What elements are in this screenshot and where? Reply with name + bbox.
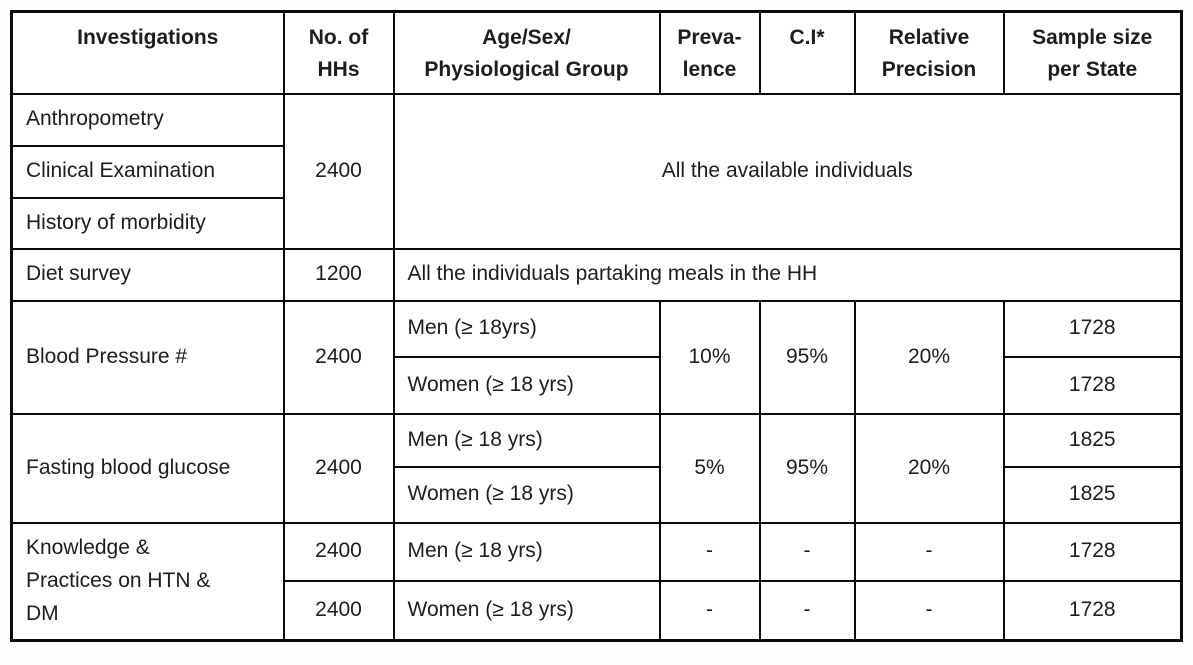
cell-hhs-fbg: 2400 — [282, 412, 395, 524]
cell-hhs-diet-survey: 1200 — [282, 247, 395, 302]
header-prevalence: Preva- lence — [658, 10, 761, 95]
table-row: Anthropometry 2400 All the available ind… — [10, 92, 1183, 250]
cell-ci-kp-women: - — [758, 579, 856, 642]
header-age-sex-group: Age/Sex/ Physiological Group — [392, 10, 661, 95]
cell-ci-kp-men: - — [758, 521, 856, 582]
table-row: Blood Pressure # 2400 Men (≥ 18yrs) 10% … — [10, 299, 1183, 415]
cell-prevalence-kp-women: - — [658, 579, 761, 642]
table-row: Women (≥ 18 yrs) 1825 — [12, 465, 1183, 524]
cell-relative-precision-kp-men: - — [853, 521, 1005, 582]
header-no-of-hhs: No. of HHs — [282, 10, 395, 95]
cell-sample-bp-men: 1728 — [1002, 299, 1183, 358]
header-relative-precision: Relative Precision — [853, 10, 1005, 95]
cell-group-bp-women: Women (≥ 18 yrs) — [392, 355, 661, 415]
cell-group-fbg-women: Women (≥ 18 yrs) — [392, 465, 661, 524]
survey-sampling-table: Investigations No. of HHs Age/Sex/ Physi… — [10, 10, 1183, 642]
cell-investigation-history-of-morbidity: History of morbidity — [10, 196, 285, 250]
cell-prevalence-kp-men: - — [658, 521, 761, 582]
cell-relative-precision-fbg: 20% — [853, 412, 1005, 524]
cell-hhs-blood-pressure: 2400 — [282, 299, 395, 415]
cell-group-bp-men: Men (≥ 18yrs) — [392, 299, 661, 358]
cell-sample-fbg-men: 1825 — [1002, 412, 1183, 468]
header-investigations: Investigations — [10, 10, 285, 95]
cell-group-kp-women: Women (≥ 18 yrs) — [392, 579, 661, 642]
table-row: Clinical Examination — [10, 144, 1182, 199]
table-row: Fasting blood glucose 2400 Men (≥ 18 yrs… — [10, 412, 1183, 524]
table-row: 2400 Women (≥ 18 yrs) - - - 1728 — [12, 579, 1183, 642]
cell-ci-fbg: 95% — [758, 412, 856, 524]
table-row: Women (≥ 18 yrs) 1728 — [12, 355, 1183, 415]
cell-sample-fbg-women: 1825 — [1002, 465, 1183, 524]
cell-sample-bp-women: 1728 — [1002, 355, 1183, 415]
table-row: History of morbidity — [10, 196, 1182, 250]
header-ci: C.I* — [758, 10, 856, 95]
cell-hhs-anthropometry-group: 2400 — [282, 92, 395, 250]
cell-investigation-blood-pressure: Blood Pressure # — [10, 299, 285, 415]
cell-hhs-kp-men: 2400 — [282, 521, 395, 582]
table-header-row: Investigations No. of HHs Age/Sex/ Physi… — [10, 10, 1183, 95]
cell-hhs-kp-women: 2400 — [282, 579, 395, 642]
cell-group-kp-men: Men (≥ 18 yrs) — [392, 521, 661, 582]
cell-sample-kp-women: 1728 — [1002, 579, 1183, 642]
table-row: Diet survey 1200 All the individuals par… — [10, 247, 1183, 302]
cell-investigation-clinical-examination: Clinical Examination — [10, 144, 285, 199]
table-row: Knowledge & Practices on HTN & DM 2400 M… — [10, 521, 1183, 642]
cell-group-fbg-men: Men (≥ 18 yrs) — [392, 412, 661, 468]
cell-prevalence-fbg: 5% — [658, 412, 761, 524]
cell-relative-precision-kp-women: - — [853, 579, 1005, 642]
header-sample-size: Sample size per State — [1002, 10, 1183, 95]
cell-investigation-diet-survey: Diet survey — [10, 247, 285, 302]
cell-ci-bp: 95% — [758, 299, 856, 415]
cell-investigation-anthropometry: Anthropometry — [10, 92, 285, 147]
cell-note-all-available-individuals: All the available individuals — [392, 92, 1183, 250]
cell-relative-precision-bp: 20% — [853, 299, 1005, 415]
cell-sample-kp-men: 1728 — [1002, 521, 1183, 582]
cell-investigation-knowledge-practices: Knowledge & Practices on HTN & DM — [10, 521, 285, 642]
cell-prevalence-bp: 10% — [658, 299, 761, 415]
cell-investigation-fasting-blood-glucose: Fasting blood glucose — [10, 412, 285, 524]
cell-note-partaking-meals: All the individuals partaking meals in t… — [392, 247, 1183, 302]
